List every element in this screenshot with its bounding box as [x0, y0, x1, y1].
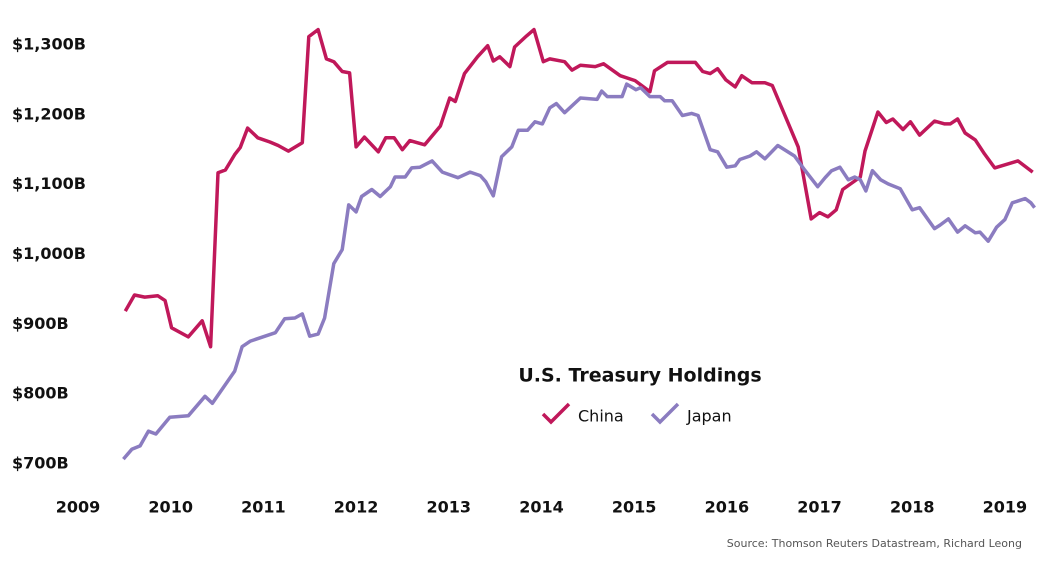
x-tick-label: 2010: [148, 498, 193, 517]
x-tick-label: 2016: [705, 498, 750, 517]
y-tick-label: $1,100B: [12, 174, 86, 193]
x-tick-label: 2018: [890, 498, 935, 517]
y-tick-label: $1,000B: [12, 244, 86, 263]
x-tick-label: 2012: [334, 498, 379, 517]
legend-label: China: [578, 407, 624, 426]
x-tick-label: 2009: [56, 498, 101, 517]
x-tick-label: 2015: [612, 498, 657, 517]
y-tick-label: $900B: [12, 314, 69, 333]
line-series: [123, 27, 1034, 349]
line-series: [122, 82, 1036, 461]
x-tick-label: 2017: [797, 498, 842, 517]
legend-label: Japan: [686, 407, 732, 426]
y-tick-label: $800B: [12, 384, 69, 403]
x-tick-label: 2014: [519, 498, 564, 517]
y-tick-label: $1,200B: [12, 104, 86, 123]
legend-icon: [541, 402, 571, 425]
chart-title: U.S. Treasury Holdings: [518, 365, 761, 387]
x-tick-label: 2019: [983, 498, 1028, 517]
source: Source: Thomson Reuters Datastream, Rich…: [727, 537, 1022, 550]
y-tick-label: $1,300B: [12, 34, 86, 53]
y-tick-label: $700B: [12, 454, 69, 473]
legend-icon: [650, 402, 680, 425]
x-tick-label: 2013: [427, 498, 472, 517]
x-tick-label: 2011: [241, 498, 286, 517]
